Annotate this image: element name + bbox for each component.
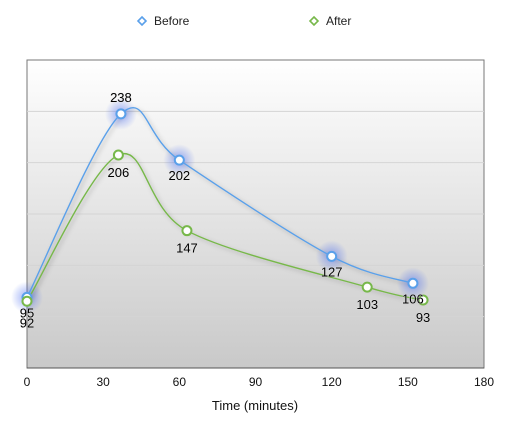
data-point-after-2 — [181, 225, 193, 237]
x-tick-labels: 0 30 60 90 120 150 180 — [24, 375, 495, 389]
data-point-after-1 — [112, 149, 124, 161]
legend-marker-after — [308, 15, 320, 27]
data-label-before-2: 202 — [168, 168, 190, 183]
data-label-after-4: 93 — [416, 310, 430, 325]
data-point-after-0 — [21, 295, 33, 307]
data-labels: 95 238 202 127 106 92 206 147 103 93 — [19, 90, 430, 331]
data-label-after-2: 147 — [176, 241, 198, 256]
data-point-after-3 — [361, 281, 373, 293]
data-label-after-1: 206 — [108, 165, 130, 180]
data-label-after-0: 92 — [20, 315, 34, 330]
x-tick-120: 120 — [322, 375, 342, 389]
data-point-before-3 — [326, 250, 338, 262]
legend-label-after: After — [326, 14, 351, 28]
legend-label-before: Before — [154, 14, 190, 28]
data-label-before-3: 127 — [321, 264, 343, 279]
x-tick-30: 30 — [96, 375, 110, 389]
legend-marker-before — [136, 15, 148, 27]
data-label-before-0: 95 — [20, 305, 34, 320]
x-tick-0: 0 — [24, 375, 31, 389]
data-point-before-1 — [115, 108, 127, 120]
data-point-after-4 — [417, 294, 429, 306]
data-label-after-3: 103 — [356, 297, 378, 312]
x-axis-title: Time (minutes) — [212, 398, 298, 413]
x-tick-60: 60 — [173, 375, 187, 389]
data-point-before-2 — [173, 154, 185, 166]
data-label-before-4: 106 — [402, 291, 424, 306]
data-label-before-1: 238 — [110, 90, 132, 105]
data-points — [21, 108, 429, 307]
x-tick-90: 90 — [249, 375, 263, 389]
x-tick-180: 180 — [474, 375, 494, 389]
data-point-before-4 — [407, 277, 419, 289]
x-tick-150: 150 — [398, 375, 418, 389]
gridlines — [27, 110, 484, 318]
legend: Before After — [136, 14, 351, 28]
